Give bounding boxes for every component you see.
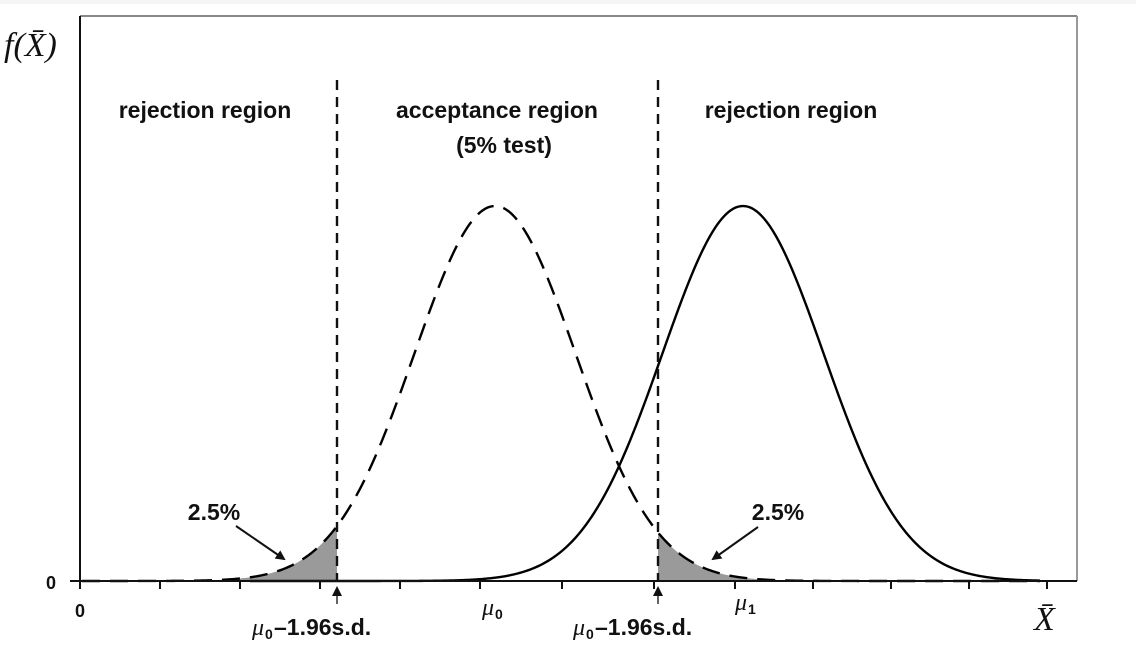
svg-text:μ: μ: [481, 595, 494, 621]
x-axis-label: X̄: [1032, 601, 1056, 638]
svg-text:μ: μ: [734, 590, 747, 616]
left-tail-shading: [200, 526, 337, 581]
x-zero-label: 0: [75, 601, 85, 621]
crit-left-label: μ 0 –1.96s.d.: [251, 614, 371, 642]
svg-text:1: 1: [748, 601, 756, 617]
svg-text:μ: μ: [251, 615, 264, 641]
svg-text:–1.96s.d.: –1.96s.d.: [274, 614, 371, 640]
right-tail-percent: 2.5%: [752, 499, 804, 525]
region-label-middle-sub: (5% test): [456, 132, 552, 158]
h1-distribution-curve: [250, 204, 1041, 583]
mu0-label: μ 0: [481, 595, 503, 622]
svg-text:0: 0: [495, 606, 503, 622]
svg-text:–1.96s.d.: –1.96s.d.: [595, 614, 692, 640]
svg-text:0: 0: [265, 626, 273, 642]
left-tail-percent: 2.5%: [188, 499, 240, 525]
crit-right-label: μ 0 –1.96s.d.: [572, 614, 692, 642]
left-tail-pointer-arrow: [235, 525, 286, 561]
svg-text:0: 0: [586, 626, 594, 642]
y-axis-label: f(X̄): [4, 27, 57, 64]
right-tail-shading: [658, 532, 800, 581]
right-tail-pointer-arrow: [711, 526, 759, 561]
region-label-right: rejection region: [705, 97, 878, 123]
top-strip: [0, 0, 1136, 4]
y-zero-label: 0: [46, 573, 56, 593]
mu1-label: μ 1: [734, 590, 756, 617]
svg-text:μ: μ: [572, 615, 585, 641]
region-label-left: rejection region: [119, 97, 292, 123]
region-label-middle: acceptance region: [396, 97, 598, 123]
svg-text:f(X̄): f(X̄): [4, 27, 57, 64]
